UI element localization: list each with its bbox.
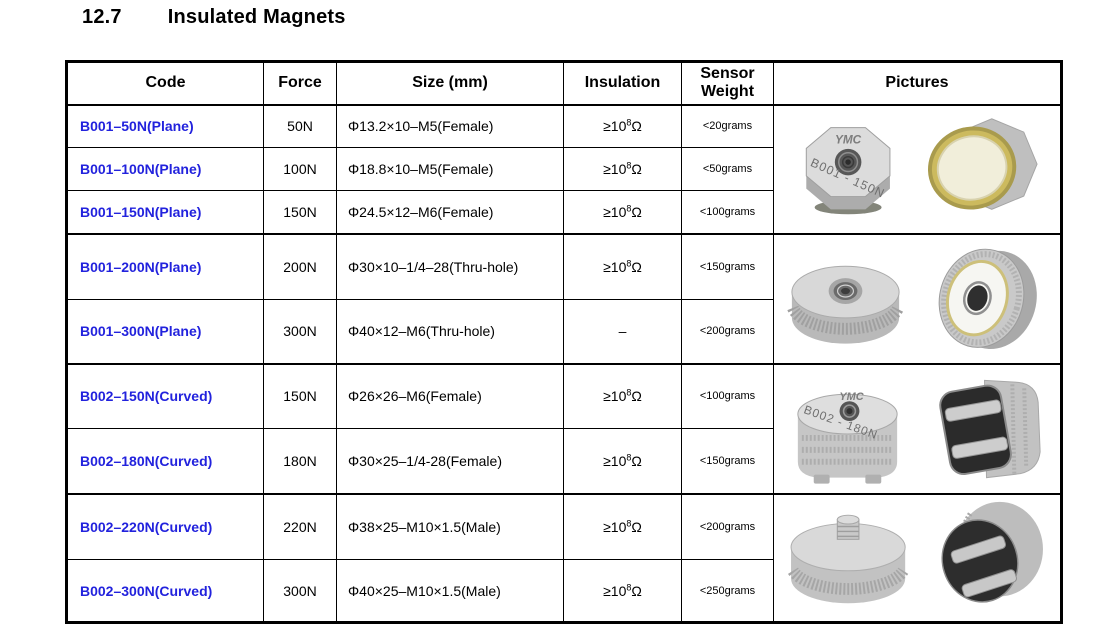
force-cell: 220N bbox=[263, 492, 337, 560]
weight-cell: <150grams bbox=[681, 428, 774, 494]
size-cell: Φ40×25–M10×1.5(Male) bbox=[336, 559, 564, 623]
insulated-magnets-table: Code Force Size (mm) Insulation Sensor W… bbox=[65, 60, 1063, 624]
insulation-cell: ≥108Ω bbox=[563, 147, 682, 191]
force-cell: 200N bbox=[263, 232, 337, 300]
col-header-insulation: Insulation bbox=[563, 61, 682, 106]
insulation-exponent: 8 bbox=[626, 160, 632, 171]
insulation-cell: ≥108Ω bbox=[563, 362, 682, 429]
pictures-cell-b001-plane-large bbox=[773, 232, 1062, 364]
engraving-brand: YMC bbox=[839, 391, 863, 403]
force-cell: 300N bbox=[263, 559, 337, 623]
insulation-unit: Ω bbox=[631, 161, 642, 177]
table-row: B001–100N(Plane) 100N Φ18.8×10–M5(Female… bbox=[66, 147, 1062, 191]
pictures-cell-b002-curved-large bbox=[773, 492, 1062, 623]
insulation-unit: Ω bbox=[631, 582, 642, 599]
code-link[interactable]: B002–180N(Curved) bbox=[66, 428, 264, 494]
force-cell: 100N bbox=[263, 147, 337, 191]
product-photo-b002-curved-pair: YMC B002 - 180N bbox=[797, 379, 1041, 484]
col-header-size: Size (mm) bbox=[336, 61, 564, 106]
product-photo-b002-stud-pair bbox=[788, 501, 1043, 604]
size-cell: Φ24.5×12–M6(Female) bbox=[336, 190, 564, 234]
code-link[interactable]: B001–300N(Plane) bbox=[66, 299, 264, 364]
force-cell: 150N bbox=[263, 190, 337, 234]
insulation-text: ≥10 bbox=[603, 203, 627, 220]
weight-cell: <100grams bbox=[681, 190, 774, 234]
table-row: B002–180N(Curved) 180N Φ30×25–1/4-28(Fem… bbox=[66, 428, 1062, 494]
code-link[interactable]: B001–100N(Plane) bbox=[66, 147, 264, 191]
code-link[interactable]: B002–300N(Curved) bbox=[66, 559, 264, 623]
insulation-text: ≥10 bbox=[603, 118, 627, 135]
size-cell: Φ18.8×10–M5(Female) bbox=[336, 147, 564, 191]
insulation-text: ≥10 bbox=[603, 452, 627, 469]
insulation-unit: Ω bbox=[631, 203, 642, 220]
weight-cell: <250grams bbox=[681, 559, 774, 623]
insulation-text: ≥10 bbox=[603, 518, 627, 535]
weight-cell: <150grams bbox=[681, 232, 774, 300]
size-cell: Φ38×25–M10×1.5(Male) bbox=[336, 492, 564, 560]
engraving-brand: YMC bbox=[835, 132, 862, 146]
weight-cell: <200grams bbox=[681, 299, 774, 364]
insulation-exponent: 8 bbox=[626, 203, 632, 214]
code-link[interactable]: B001–150N(Plane) bbox=[66, 190, 264, 234]
insulation-cell: ≥108Ω bbox=[563, 232, 682, 300]
insulation-exponent: 8 bbox=[626, 258, 632, 269]
insulation-text: ≥10 bbox=[603, 161, 627, 177]
table-row: B001–50N(Plane) 50N Φ13.2×10–M5(Female) … bbox=[66, 104, 1062, 234]
force-cell: 50N bbox=[263, 104, 337, 148]
size-cell: Φ30×10–1/4–28(Thru-hole) bbox=[336, 232, 564, 300]
code-link[interactable]: B001–200N(Plane) bbox=[66, 232, 264, 300]
col-header-sensor-weight: Sensor Weight bbox=[681, 61, 774, 106]
insulation-cell: ≥108Ω bbox=[563, 559, 682, 623]
insulation-cell: – bbox=[563, 299, 682, 364]
product-photo-b001-thruhole-pair bbox=[787, 248, 1037, 349]
header-row: Code Force Size (mm) Insulation Sensor W… bbox=[66, 61, 1062, 106]
insulation-text: – bbox=[618, 323, 627, 340]
insulation-unit: Ω bbox=[631, 388, 642, 405]
insulation-cell: ≥108Ω bbox=[563, 428, 682, 494]
insulation-unit: Ω bbox=[631, 118, 642, 135]
insulation-cell: ≥108Ω bbox=[563, 492, 682, 560]
insulation-cell: ≥108Ω bbox=[563, 190, 682, 234]
col-header-code: Code bbox=[66, 61, 264, 106]
force-cell: 180N bbox=[263, 428, 337, 494]
size-cell: Φ26×26–M6(Female) bbox=[336, 362, 564, 429]
insulation-exponent: 8 bbox=[626, 452, 632, 463]
insulation-exponent: 8 bbox=[626, 518, 632, 529]
section-number: 12.7 bbox=[82, 6, 122, 28]
table-row: B002–300N(Curved) 300N Φ40×25–M10×1.5(Ma… bbox=[66, 559, 1062, 623]
insulation-unit: Ω bbox=[631, 518, 642, 535]
pictures-cell-b001-plane-small: YMC B001 - 150N bbox=[773, 104, 1062, 234]
product-photo-b001-plane-pair: YMC B001 - 150N bbox=[805, 118, 1038, 215]
insulation-exponent: 8 bbox=[626, 581, 632, 592]
section-heading: 12.7 Insulated Magnets bbox=[82, 6, 346, 29]
insulation-text: ≥10 bbox=[603, 388, 627, 405]
code-link[interactable]: B001–50N(Plane) bbox=[66, 104, 264, 148]
weight-cell: <100grams bbox=[681, 362, 774, 429]
size-cell: Φ30×25–1/4-28(Female) bbox=[336, 428, 564, 494]
col-header-pictures: Pictures bbox=[773, 61, 1062, 106]
size-cell: Φ40×12–M6(Thru-hole) bbox=[336, 299, 564, 364]
pictures-cell-b002-curved-small: YMC B002 - 180N bbox=[773, 362, 1062, 494]
insulation-cell: ≥108Ω bbox=[563, 104, 682, 148]
force-cell: 150N bbox=[263, 362, 337, 429]
table-row: B002–220N(Curved) 220N Φ38×25–M10×1.5(Ma… bbox=[66, 492, 1062, 623]
insulation-unit: Ω bbox=[631, 258, 642, 275]
insulation-text: ≥10 bbox=[603, 258, 627, 275]
size-cell: Φ13.2×10–M5(Female) bbox=[336, 104, 564, 148]
force-cell: 300N bbox=[263, 299, 337, 364]
code-link[interactable]: B002–150N(Curved) bbox=[66, 362, 264, 429]
insulation-text: ≥10 bbox=[603, 582, 627, 599]
table-row: B001–200N(Plane) 200N Φ30×10–1/4–28(Thru… bbox=[66, 232, 1062, 364]
col-header-force: Force bbox=[263, 61, 337, 106]
insulation-exponent: 8 bbox=[626, 387, 632, 398]
weight-cell: <200grams bbox=[681, 492, 774, 560]
weight-cell: <50grams bbox=[681, 147, 774, 191]
insulation-unit: Ω bbox=[631, 452, 642, 469]
insulation-exponent: 8 bbox=[626, 117, 632, 128]
section-title: Insulated Magnets bbox=[167, 6, 346, 28]
table-row: B002–150N(Curved) 150N Φ26×26–M6(Female)… bbox=[66, 362, 1062, 494]
weight-cell: <20grams bbox=[681, 104, 774, 148]
code-link[interactable]: B002–220N(Curved) bbox=[66, 492, 264, 560]
